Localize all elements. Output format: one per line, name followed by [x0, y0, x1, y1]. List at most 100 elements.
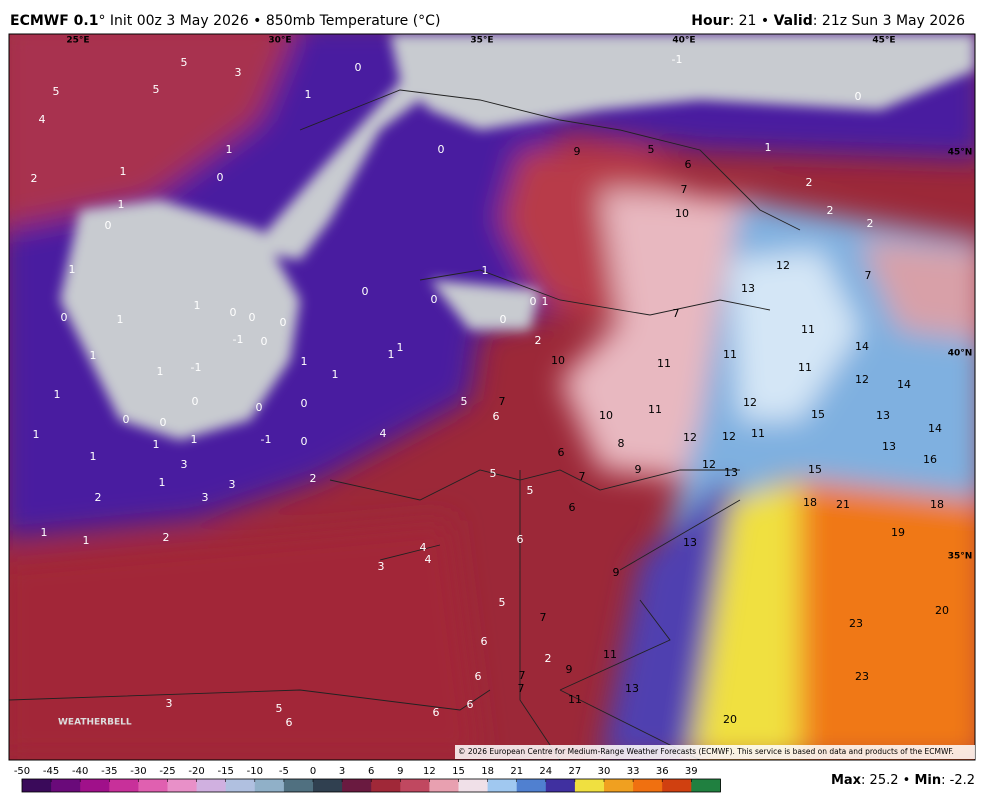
map-label: 0	[249, 311, 256, 324]
copyright-bg	[455, 745, 975, 759]
colorbar-segment	[342, 779, 372, 792]
map-label: 0	[431, 293, 438, 306]
map-label: 3	[378, 560, 385, 573]
colorbar-segment	[400, 779, 430, 792]
map-label: 3	[235, 66, 242, 79]
colorbar-segment	[196, 779, 227, 792]
colorbar-segment	[371, 779, 401, 792]
colorbar-segment	[545, 779, 576, 792]
colorbar-tick-label: 12	[423, 766, 436, 777]
header-left: ECMWF 0.1° Init 00z 3 May 2026 • 850mb T…	[10, 13, 440, 29]
colorbar-tick-label: 18	[481, 766, 494, 777]
map-label: 13	[625, 682, 639, 695]
grid-label: 30°E	[268, 36, 291, 46]
map-label: 7	[865, 269, 872, 282]
colorbar-segment	[80, 779, 110, 792]
map-label: 19	[891, 526, 905, 539]
min-label: Min	[914, 773, 941, 788]
map-label: 6	[493, 410, 500, 423]
map-label: 0	[160, 416, 167, 429]
map-label: 7	[499, 395, 506, 408]
map-label: 1	[305, 88, 312, 101]
colorbar-segment	[51, 779, 81, 792]
colorbar-tick-label: 36	[656, 766, 669, 777]
map-label: 0	[230, 306, 237, 319]
map-label: 0	[123, 413, 130, 426]
map-label: 3	[166, 697, 173, 710]
map-label: 1	[482, 264, 489, 277]
grid-label: 35°E	[470, 36, 493, 46]
map-label: 15	[811, 408, 825, 421]
map-label: 12	[776, 259, 790, 272]
map-label: 0	[301, 435, 308, 448]
map-label: 1	[83, 534, 90, 547]
hour-label: Hour	[691, 13, 729, 29]
map-label: 1	[226, 143, 233, 156]
colorbar-segment	[662, 779, 692, 792]
map-label: 23	[849, 617, 863, 630]
map-label: -1	[672, 53, 683, 66]
max-label: Max	[831, 773, 862, 788]
map-label: 12	[683, 431, 697, 444]
colorbar-tick-label: 15	[452, 766, 465, 777]
map-label: 0	[355, 61, 362, 74]
grid-label: 35°N	[948, 552, 973, 562]
map-label: 13	[724, 466, 738, 479]
map-label: 7	[518, 682, 525, 695]
colorbar-tick-label: 30	[598, 766, 611, 777]
map-label: 7	[579, 470, 586, 483]
colorbar-segment	[167, 779, 198, 792]
grid-label: 45°E	[872, 36, 895, 46]
colorbar-tick-label: 9	[397, 766, 403, 777]
colorbar-segment	[458, 779, 489, 792]
map-label: 13	[882, 440, 896, 453]
map	[9, 34, 975, 760]
colorbar-segment	[574, 779, 605, 792]
map-label: 6	[433, 706, 440, 719]
map-label: 6	[475, 670, 482, 683]
map-label: 3	[229, 478, 236, 491]
map-label: 2	[827, 204, 834, 217]
map-label: 4	[380, 427, 387, 440]
map-label: 6	[467, 698, 474, 711]
map-label: 1	[157, 365, 164, 378]
hour: : 21	[729, 13, 756, 29]
map-label: 12	[743, 396, 757, 409]
min: : -2.2	[941, 773, 975, 788]
map-label: 9	[566, 663, 573, 676]
map-label: 5	[648, 143, 655, 156]
map-label: -1	[261, 433, 272, 446]
colorbar-tick-label: -20	[188, 766, 204, 777]
map-label: -1	[233, 333, 244, 346]
map-label: 4	[39, 113, 46, 126]
map-label: 0	[256, 401, 263, 414]
grid-label: 45°N	[948, 148, 973, 158]
colorbar-segment	[604, 779, 634, 792]
colorbar-tick-label: 33	[627, 766, 640, 777]
map-label: 6	[286, 716, 293, 729]
valid: : 21z Sun 3 May 2026	[813, 13, 965, 29]
map-label: 18	[803, 496, 817, 509]
map-label: 0	[855, 90, 862, 103]
colorbar-segment	[691, 779, 721, 792]
map-label: 9	[574, 145, 581, 158]
map-label: 23	[855, 670, 869, 683]
map-label: 0	[280, 316, 287, 329]
map-label: 0	[362, 285, 369, 298]
map-label: 2	[535, 334, 542, 347]
map-label: 1	[159, 476, 166, 489]
colorbar-segment	[109, 779, 139, 792]
map-label: 6	[558, 446, 565, 459]
map-label: 11	[657, 357, 671, 370]
map-label: 11	[723, 348, 737, 361]
map-label: -1	[191, 361, 202, 374]
map-label: 14	[928, 422, 942, 435]
map-label: 1	[765, 141, 772, 154]
map-label: 20	[723, 713, 737, 726]
map-label: 9	[613, 566, 620, 579]
map-label: 11	[603, 648, 617, 661]
colorbar-tick-label: 39	[685, 766, 698, 777]
valid-label: Valid	[774, 13, 813, 29]
colorbar-segment	[22, 779, 52, 792]
